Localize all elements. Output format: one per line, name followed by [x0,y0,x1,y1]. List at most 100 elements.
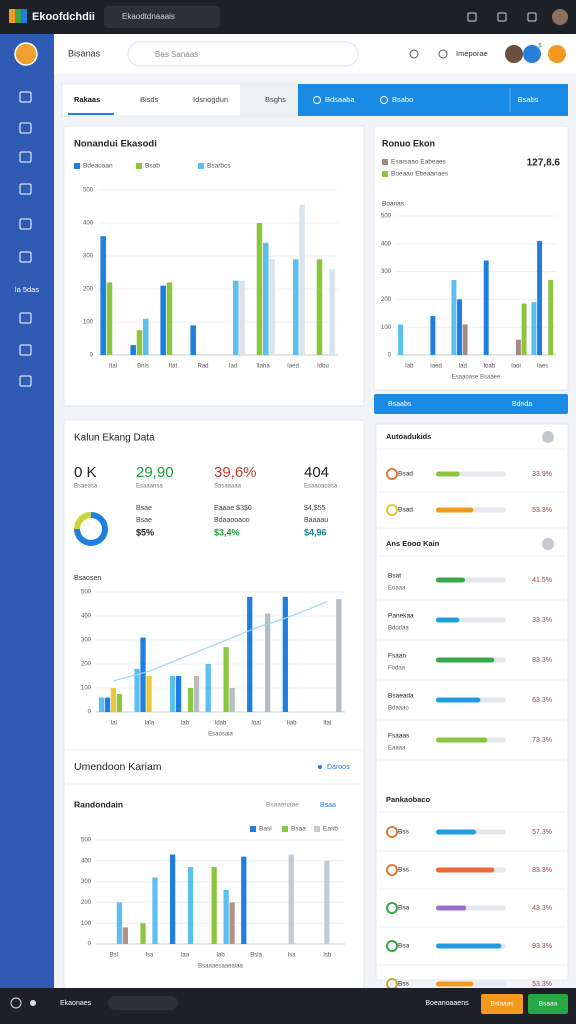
search-placeholder[interactable]: Bas Sanaas [155,50,198,59]
button[interactable] [528,994,568,1014]
x-axis-label: Bsaaaesaaeaiaa [198,964,243,970]
tab-pill[interactable] [104,6,220,28]
list-value: 73.3% [532,737,552,744]
x-tick-label: Ital [109,364,117,370]
list-sub: Eoaaa [388,586,406,592]
x-tick-label: Idbu [317,364,329,370]
legend-swatch [74,163,80,169]
bar [143,318,149,355]
sidebar-icon[interactable] [19,251,32,263]
x-tick-label: Idab [215,721,227,727]
top-icon[interactable] [467,12,477,22]
chart-link[interactable]: Bsaa [320,802,336,809]
y-tick-label: 300 [81,638,92,644]
legend-swatch [382,159,388,165]
bar [187,867,194,944]
list-toggle[interactable] [542,538,554,550]
kpi-detail: Eaaae $3$0 [214,505,252,512]
button[interactable] [481,994,523,1014]
browser-tab[interactable]: Ekaodtdnaaais [122,12,175,21]
x-tick-label: Isa [288,953,297,959]
bar [324,860,330,944]
sidebar-icon[interactable] [19,218,32,230]
link-dot [318,765,322,769]
bar [130,345,136,355]
kpi-detail: Bdaaooaoo [214,517,250,524]
x-tick-label: Ital [323,721,331,727]
x-tick-label: Iad [458,364,466,370]
kpi-detail-value: $5% [136,527,154,537]
footer-pill[interactable] [108,996,178,1010]
sidebar-label[interactable]: la 5das [15,285,39,294]
legend-swatch [250,826,256,832]
sidebar-icon[interactable] [19,312,32,324]
list-value: 83.3% [532,867,552,874]
sidebar-icon[interactable] [19,151,32,163]
strip[interactable] [374,394,568,414]
button-label[interactable]: Bsiaaas [490,1001,514,1008]
action-button[interactable]: Bsabs [518,95,539,104]
bar [316,259,323,355]
list-value: 57.3% [532,829,552,836]
y-tick-label: 100 [381,325,392,331]
list-toggle[interactable] [542,431,554,443]
list-value: 33.3% [532,617,552,624]
top-icon[interactable] [527,12,537,22]
kpi-detail-value: $3,4% [214,527,240,537]
sidebar-icon[interactable] [19,375,32,387]
x-tick-label: Iad [229,364,237,370]
bar [134,668,140,712]
sidebar-icon[interactable] [19,183,32,195]
y-tick-label: 100 [81,686,92,692]
y-tick-label: 100 [83,320,94,326]
bar [116,694,123,712]
list-title: Ans Eooo Kain [386,539,440,548]
x-tick-label: Iaed [430,364,442,370]
bar [152,877,158,944]
kpi-detail: Bsae [136,517,152,524]
avatar[interactable] [505,45,523,63]
top-icon[interactable] [497,12,507,22]
avatar[interactable] [548,45,566,63]
action-button[interactable]: Bdsaaba [325,95,355,104]
sidebar-icon[interactable] [19,344,32,356]
tab[interactable]: Bsghs [265,95,286,104]
tab[interactable]: Rakaas [74,95,100,104]
sidebar-icon[interactable] [19,122,32,134]
bar [104,697,111,712]
bar [329,269,335,355]
list-icon [386,468,398,480]
strip-label[interactable]: Bsaabs [388,401,412,408]
list-label: Bss [398,981,410,988]
sidebar-avatar[interactable] [14,42,38,66]
y-tick-label: 500 [81,590,92,596]
bar [537,241,542,355]
kpi-value: 39,6% [214,464,257,481]
action-icon [313,96,321,104]
list-value: 83.3% [532,657,552,664]
button-label[interactable]: Bsaaa [539,1001,558,1008]
top-avatar[interactable] [552,9,568,25]
y-tick-label: 200 [83,287,94,293]
bar [166,282,173,355]
avatar[interactable] [523,45,541,63]
strip-action[interactable]: Bdnda [512,401,532,408]
bar [336,599,342,712]
section-link[interactable]: Daroos [327,764,350,771]
total-value: 127,8.6 [527,158,561,169]
kpi-label: Esaaoaoasa [304,484,338,490]
progress-bar [436,471,460,477]
sidebar-icon[interactable] [19,91,32,103]
bar [136,330,143,355]
tab[interactable]: Bisds [140,95,159,104]
list-sub: Bdodaa [388,626,409,632]
search-box[interactable] [127,41,359,67]
tab[interactable]: Idsnogdun [193,95,228,104]
action-button[interactable]: Bsabo [392,95,413,104]
trend-line [113,601,328,682]
header-icon[interactable] [409,49,419,59]
section-title: Kalun Ekang Data [74,433,155,444]
list-label: Bsa [398,905,410,912]
header-icon[interactable] [438,49,448,59]
x-tick-label: Iab [405,364,414,370]
